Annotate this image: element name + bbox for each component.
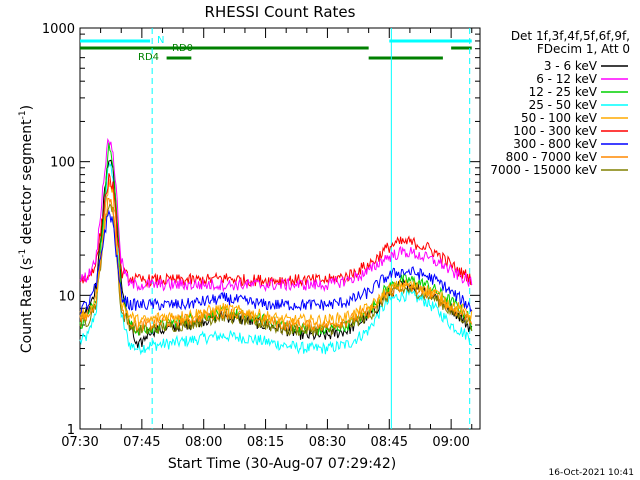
y-axis-label: Count Rate (s-1 detector segment-1) xyxy=(18,105,35,353)
legend-label: 300 - 800 keV xyxy=(513,137,597,151)
series-line xyxy=(79,162,473,356)
series-line xyxy=(79,209,473,314)
series-line xyxy=(79,173,472,288)
chart-title: RHESSI Count Rates xyxy=(205,3,356,21)
legend: Det 1f,3f,4f,5f,6f,9f, FDecim 1, Att 0 3… xyxy=(490,29,630,177)
annotation-label: N xyxy=(157,35,164,46)
time-markers xyxy=(151,28,471,429)
x-tick-label: 08:30 xyxy=(309,435,346,450)
x-axis-label: Start Time (30-Aug-07 07:29:42) xyxy=(168,456,396,472)
annotation-label: RD4 xyxy=(138,52,159,63)
y-axis: 1 10 100 1000 xyxy=(42,22,480,438)
legend-label: 7000 - 15000 keV xyxy=(490,163,597,177)
series-line xyxy=(79,179,473,328)
x-tick-label: 09:00 xyxy=(432,435,469,450)
legend-label: 12 - 25 keV xyxy=(529,85,598,99)
series-line xyxy=(79,137,473,293)
x-tick-label: 07:30 xyxy=(61,435,98,450)
legend-label: 3 - 6 keV xyxy=(544,59,598,73)
x-tick-label: 07:45 xyxy=(123,435,160,450)
x-tick-label: 08:45 xyxy=(371,435,408,450)
y-tick-label: 100 xyxy=(50,156,75,171)
legend-label: 50 - 100 keV xyxy=(521,111,598,125)
y-tick-label: 1 xyxy=(67,423,75,438)
legend-label: 800 - 7000 keV xyxy=(506,150,598,164)
timestamp: 16-Oct-2021 10:41 xyxy=(549,468,634,478)
legend-label: 100 - 300 keV xyxy=(513,124,597,138)
series-lines xyxy=(79,137,473,356)
y-tick-label: 1000 xyxy=(42,22,75,37)
plot-border xyxy=(79,27,481,430)
annotation-label: RD0 xyxy=(172,43,193,54)
legend-label: 25 - 50 keV xyxy=(529,98,598,112)
legend-header-line-2: FDecim 1, Att 0 xyxy=(537,42,630,56)
series-line xyxy=(79,202,473,337)
x-axis: 07:30 07:45 08:00 08:15 08:30 08:45 09:00 xyxy=(61,28,473,450)
legend-header-line-1: Det 1f,3f,4f,5f,6f,9f, xyxy=(511,29,630,43)
attenuator-bars: N RD0 RD4 xyxy=(80,35,472,63)
plot-frame xyxy=(79,27,481,430)
x-tick-label: 08:00 xyxy=(185,435,222,450)
x-tick-label: 08:15 xyxy=(247,435,284,450)
legend-label: 6 - 12 keV xyxy=(536,72,598,86)
y-tick-label: 10 xyxy=(58,289,75,304)
